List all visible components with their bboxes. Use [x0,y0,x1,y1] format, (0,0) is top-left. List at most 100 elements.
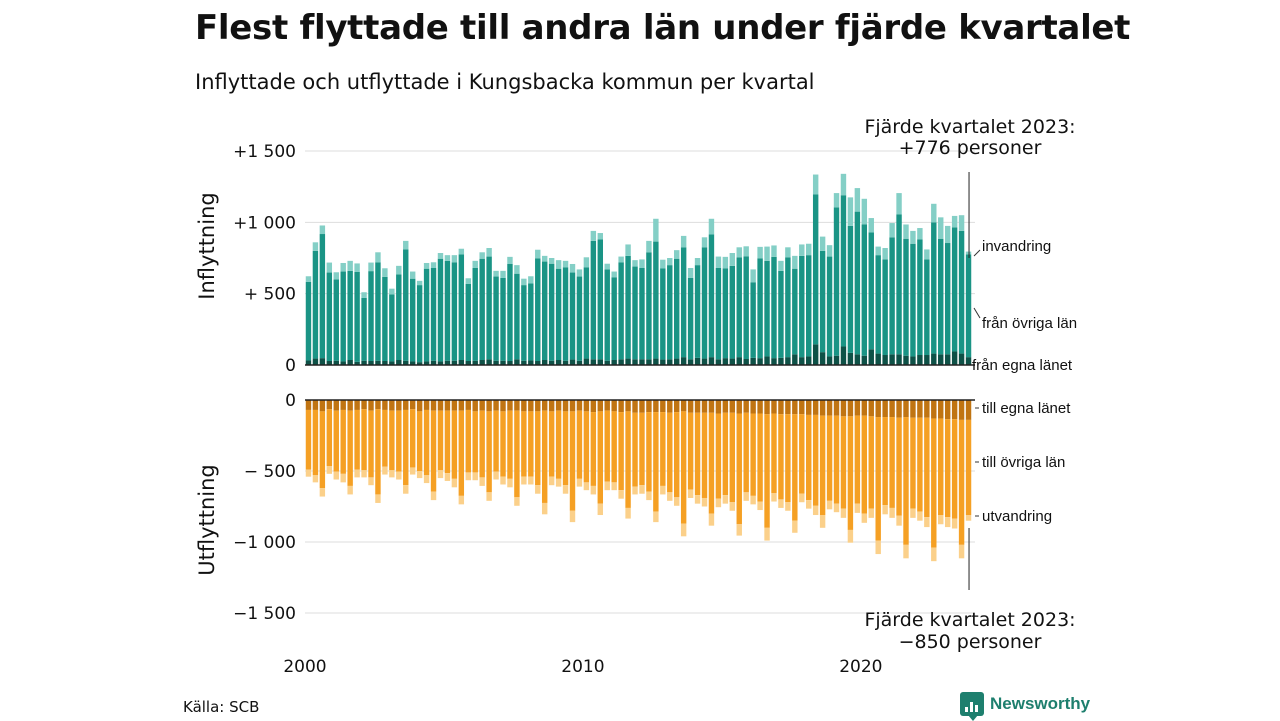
bar-inflow-segment [826,256,833,357]
bar-outflow-segment [507,400,513,411]
bar-inflow-segment [819,352,826,365]
bar-outflow-segment [618,400,624,413]
bar-outflow-segment [812,414,819,506]
bar-outflow-segment [458,400,465,411]
bar-inflow-segment [569,272,576,360]
bar-inflow-segment [896,193,902,215]
bar-outflow-segment [722,412,729,496]
bar-inflow-segment [562,267,569,361]
bar-outflow-segment [590,485,597,495]
bar-outflow-segment [736,400,742,414]
bar-outflow-segment [757,413,763,502]
bar-inflow-segment [778,260,784,271]
bar-inflow-segment [458,254,465,360]
bar-outflow-segment [340,409,346,474]
bar-inflow-segment [750,282,756,358]
bar-outflow-segment [847,416,854,530]
bar-outflow-segment [833,503,840,513]
bar-outflow-segment [382,400,388,410]
bar-outflow-segment [931,547,937,562]
bar-inflow-segment [722,358,729,365]
bar-inflow-segment [340,271,346,362]
leader-fran-ovriga-lan [973,307,981,319]
bar-outflow-segment [514,497,520,506]
bar-inflow-segment [660,259,666,269]
bar-outflow-segment [541,502,548,515]
bar-outflow-segment [840,508,847,518]
bar-outflow-segment [667,412,673,493]
bar-outflow-segment [562,485,569,494]
bar-outflow-segment [729,412,736,503]
bar-inflow-segment [500,360,506,365]
y-tick-label-bottom: − 500 [244,462,296,482]
bar-outflow-segment [507,410,513,479]
bar-outflow-segment [569,510,576,523]
bar-inflow-segment [882,259,888,356]
bar-inflow-segment [409,271,416,279]
bar-outflow-segment [639,400,645,413]
bar-outflow-segment [646,412,652,492]
bar-inflow-segment [333,279,339,361]
y-tick-label-bottom: −1 500 [233,604,296,624]
bar-outflow-segment [583,400,590,412]
bar-inflow-segment [333,360,339,365]
bar-inflow-segment [493,360,499,365]
y-axis-title-top: Inflyttning [195,192,219,299]
bar-outflow-segment [465,400,471,410]
chart-subtitle: Inflyttade och utflyttade i Kungsbacka k… [195,70,815,94]
bar-outflow-segment [416,411,423,471]
bar-outflow-segment [750,413,756,496]
bar-inflow-segment [799,244,805,256]
bar-inflow-segment [944,243,951,355]
bar-outflow-segment [965,515,972,521]
bar-outflow-segment [403,400,409,410]
bar-inflow-segment [653,218,659,242]
bar-inflow-segment [674,358,680,365]
bar-outflow-segment [611,482,617,491]
source-note: Källa: SCB [183,698,260,716]
bar-outflow-segment [326,400,333,410]
bar-outflow-segment [917,511,923,521]
bar-inflow-segment [312,250,319,359]
bar-inflow-segment [854,211,861,355]
bar-outflow-segment [778,414,784,500]
bar-outflow-segment [882,400,888,418]
bar-outflow-segment [409,409,416,468]
bar-outflow-segment [312,475,319,483]
bar-inflow-segment [743,359,749,365]
bar-inflow-segment [465,283,471,362]
bar-inflow-segment [326,361,333,365]
bar-inflow-segment [535,361,541,365]
bar-outflow-segment [535,411,541,486]
bar-outflow-segment [597,503,603,516]
bar-inflow-segment [458,248,465,255]
bar-inflow-segment [889,223,895,238]
bar-outflow-segment [694,412,701,496]
bar-outflow-segment [416,400,423,412]
bar-outflow-segment [583,411,590,483]
bar-outflow-segment [778,499,784,508]
bar-inflow-segment [938,238,944,355]
bar-inflow-segment [430,360,437,365]
bar-outflow-segment [632,400,638,413]
bar-outflow-segment [409,467,416,475]
x-tick-label: 2010 [561,657,604,677]
bar-inflow-segment [646,252,652,360]
bar-outflow-segment [931,418,937,548]
bar-outflow-segment [555,400,562,411]
bar-outflow-segment [938,515,944,525]
bar-inflow-segment [785,257,791,358]
bar-inflow-segment [437,253,444,259]
bar-inflow-segment [792,354,798,365]
bar-outflow-segment [514,400,520,411]
bar-outflow-segment [500,411,506,477]
bar-outflow-segment [451,410,458,479]
bar-outflow-segment [840,416,847,509]
bar-outflow-segment [632,412,638,487]
bar-outflow-segment [528,411,534,477]
bar-outflow-segment [896,400,902,418]
bar-inflow-segment [361,297,367,361]
bar-inflow-segment [951,215,958,228]
bar-inflow-segment [583,267,590,359]
bar-outflow-segment [944,400,951,420]
